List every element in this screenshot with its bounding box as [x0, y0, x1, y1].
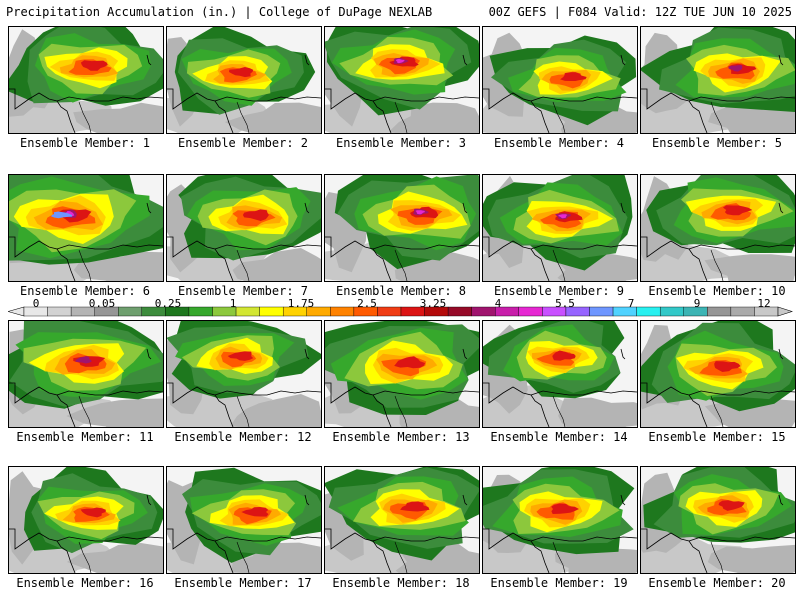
ensemble-member-label: Ensemble Member: 16 — [16, 576, 154, 590]
ensemble-member-label: Ensemble Member: 7 — [177, 284, 309, 298]
colorbar-tick-label: 3.25 — [419, 297, 447, 310]
ensemble-member-label: Ensemble Member: 1 — [19, 136, 151, 150]
ensemble-map-panel — [8, 466, 164, 574]
ensemble-map-panel — [8, 174, 164, 282]
colorbar-tick-label: 0.25 — [154, 297, 182, 310]
ensemble-map-panel — [324, 320, 480, 428]
ensemble-map-panel — [166, 466, 322, 574]
ensemble-map-panel — [166, 320, 322, 428]
ensemble-member-label: Ensemble Member: 11 — [16, 430, 154, 444]
colorbar-tick-label: 2.5 — [357, 297, 377, 310]
colorbar-tick-label: 5.5 — [555, 297, 575, 310]
colorbar-tick-label: 7 — [627, 297, 635, 310]
ensemble-member-label: Ensemble Member: 9 — [493, 284, 625, 298]
ensemble-map-panel — [324, 466, 480, 574]
ensemble-map-panel — [640, 174, 796, 282]
ensemble-map-panel — [324, 174, 480, 282]
ensemble-map-panel — [324, 26, 480, 134]
colorbar-tick-label: 0.05 — [88, 297, 116, 310]
ensemble-map-panel — [640, 466, 796, 574]
precipitation-colorbar — [8, 306, 793, 317]
ensemble-map-panel — [482, 466, 638, 574]
ensemble-member-label: Ensemble Member: 5 — [651, 136, 783, 150]
ensemble-member-label: Ensemble Member: 14 — [490, 430, 628, 444]
ensemble-member-label: Ensemble Member: 17 — [174, 576, 312, 590]
colorbar-tick-label: 12 — [757, 297, 771, 310]
colorbar-tick-label: 1 — [229, 297, 237, 310]
ensemble-member-label: Ensemble Member: 8 — [335, 284, 467, 298]
ensemble-member-label: Ensemble Member: 3 — [335, 136, 467, 150]
colorbar-tick-label: 0 — [32, 297, 40, 310]
ensemble-member-label: Ensemble Member: 2 — [177, 136, 309, 150]
ensemble-map-panel — [482, 320, 638, 428]
ensemble-map-panel — [640, 26, 796, 134]
ensemble-member-label: Ensemble Member: 12 — [174, 430, 312, 444]
ensemble-map-panel — [166, 26, 322, 134]
model-run-info: 00Z GEFS | F084 Valid: 12Z TUE JUN 10 20… — [488, 5, 792, 19]
ensemble-map-panel — [166, 174, 322, 282]
ensemble-member-label: Ensemble Member: 18 — [332, 576, 470, 590]
ensemble-member-label: Ensemble Member: 19 — [490, 576, 628, 590]
ensemble-member-label: Ensemble Member: 15 — [648, 430, 786, 444]
ensemble-map-panel — [482, 26, 638, 134]
ensemble-map-panel — [482, 174, 638, 282]
colorbar-tick-label: 1.75 — [287, 297, 315, 310]
ensemble-member-label: Ensemble Member: 4 — [493, 136, 625, 150]
ensemble-member-label: Ensemble Member: 10 — [648, 284, 786, 298]
ensemble-member-label: Ensemble Member: 13 — [332, 430, 470, 444]
map-title: Precipitation Accumulation (in.) | Colle… — [6, 5, 433, 19]
colorbar-tick-label: 4 — [494, 297, 502, 310]
colorbar-tick-label: 9 — [693, 297, 701, 310]
ensemble-member-label: Ensemble Member: 6 — [19, 284, 151, 298]
ensemble-member-label: Ensemble Member: 20 — [648, 576, 786, 590]
ensemble-map-panel — [640, 320, 796, 428]
ensemble-map-panel — [8, 26, 164, 134]
ensemble-map-panel — [8, 320, 164, 428]
